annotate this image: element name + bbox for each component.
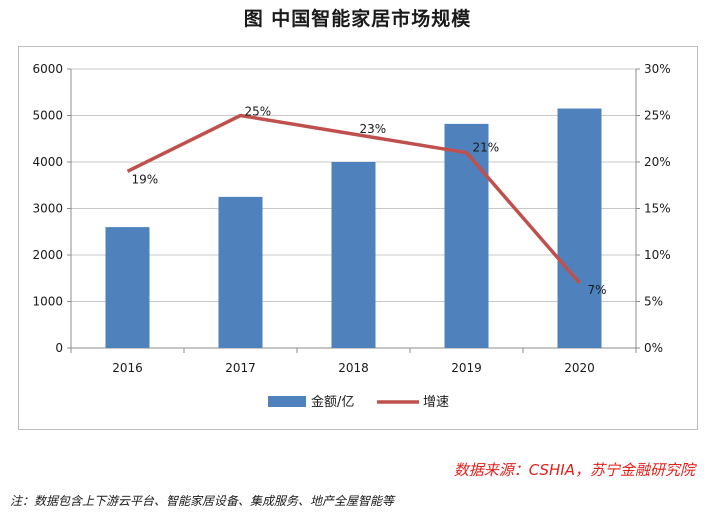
chart-frame: 0 1000 2000 3000 4000 5000 6000 0% 5% 10% 15% 20% 25… [18, 46, 698, 430]
bar-2016 [105, 227, 150, 348]
footnote: 注：数据包含上下游云平台、智能家居设备、集成服务、地产全屋智能等 [10, 494, 395, 508]
y-right-tick-label: 5% [644, 295, 663, 309]
bar-2018 [331, 162, 376, 348]
chart-svg: 0 1000 2000 3000 4000 5000 6000 0% 5% 10% 15% 20% 25… [32, 62, 671, 410]
growth-data-label: 7% [588, 283, 607, 297]
y-right-tick-label: 15% [644, 202, 671, 216]
legend-label-bar: 金额/亿 [311, 394, 354, 410]
y-left-tick-label: 5000 [32, 109, 63, 123]
growth-data-label: 19% [132, 172, 159, 186]
growth-data-label: 21% [473, 141, 500, 155]
growth-line [126, 113, 581, 285]
x-tick-label: 2020 [564, 361, 595, 375]
growth-data-label: 23% [360, 122, 387, 136]
y-right-tick-label: 0% [644, 341, 663, 355]
bar-2019 [444, 123, 489, 349]
y-left-tick-label: 3000 [32, 202, 63, 216]
x-tick-label: 2017 [225, 361, 256, 375]
y-left-tick-label: 2000 [32, 248, 63, 262]
growth-data-label: 25% [245, 105, 272, 119]
bar-2017 [218, 196, 263, 348]
x-tick-label: 2016 [112, 361, 143, 375]
y-right-tick-label: 10% [644, 248, 671, 262]
x-tick-label: 2019 [451, 361, 482, 375]
y-left-tick-label: 6000 [32, 62, 63, 76]
legend-label-line: 增速 [423, 395, 449, 410]
chart-title: 图 中国智能家居市场规模 [243, 8, 472, 30]
legend-swatch-bar [268, 396, 306, 407]
y-right-tick-label: 25% [644, 109, 671, 123]
x-tick-label: 2018 [338, 361, 369, 375]
y-right-tick-label: 20% [644, 155, 671, 169]
source-note: 数据来源：CSHIA，苏宁金融研究院 [453, 461, 695, 479]
y-right-tick-label: 30% [644, 62, 671, 76]
y-left-tick-label: 4000 [32, 155, 63, 169]
y-left-tick-label: 1000 [32, 295, 63, 309]
y-left-tick-label: 0 [55, 341, 63, 355]
bar-2020 [557, 108, 602, 349]
